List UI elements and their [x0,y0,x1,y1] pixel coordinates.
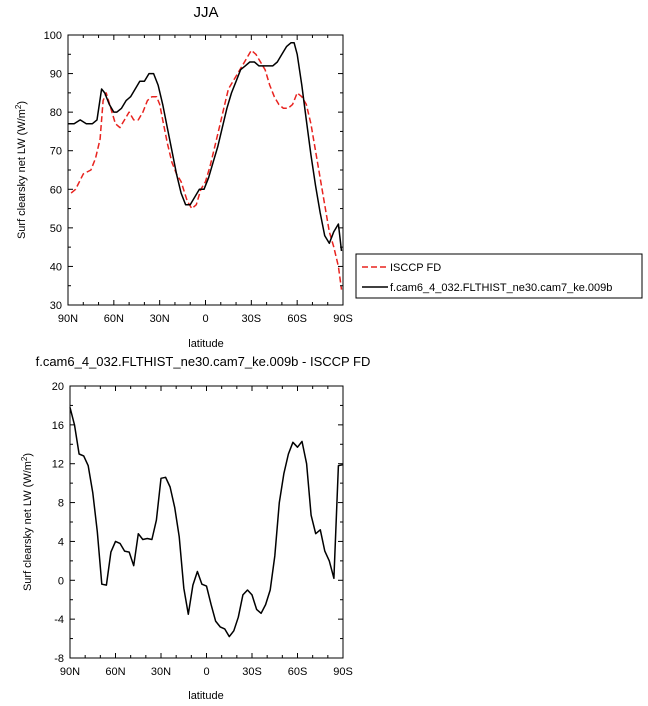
chart-bottom-series-line-0 [69,407,344,638]
chart-bottom-xtick-label: 60S [288,666,308,678]
chart-top-xtick-label: 60S [287,313,307,325]
chart-bottom-ylabel: Surf clearsky net LW (W/m2) [20,453,34,591]
legend-label-model: f.cam6_4_032.FLTHIST_ne30.cam7_ke.009b [390,282,612,294]
chart-top-legend-box [355,253,643,299]
chart-top-ylabel: Surf clearsky net LW (W/m2) [14,101,28,239]
chart-top-xtick-label: 30N [150,313,170,325]
chart-bottom-ytick-label: 12 [52,459,64,471]
chart-top-series-line-0 [70,49,343,290]
chart-top-title: JJA [193,4,218,21]
chart-top-plot-frame [67,34,344,306]
chart-top-xtick-label: 60N [104,313,124,325]
chart-bottom-ylabel-close: ) [22,453,34,457]
chart-top-ytick-label: 30 [50,300,62,312]
chart-bottom: f.cam6_4_032.FLTHIST_ne30.cam7_ke.009b -… [20,354,370,702]
chart-top-ylabel-close: ) [16,101,28,105]
chart-bottom-xtick-label: 0 [203,666,209,678]
chart-top-ytick-label: 80 [50,107,62,119]
chart-top-ytick-label: 90 [50,69,62,81]
chart-bottom-xtick-label: 60N [105,666,125,678]
chart-bottom-title: f.cam6_4_032.FLTHIST_ne30.cam7_ke.009b -… [36,354,371,369]
chart-bottom-xtick-label: 90N [60,666,80,678]
chart-top-ytick-label: 60 [50,184,62,196]
chart-top-ytick-label: 40 [50,261,62,273]
chart-top-series-line-1 [68,41,343,252]
chart-bottom-xtick-label: 30S [242,666,262,678]
chart-bottom-plot-frame [69,385,344,659]
chart-bottom-ylabel-main: Surf clearsky net LW (W/m [22,461,34,591]
chart-top-xtick-label: 0 [202,313,208,325]
chart-top-xlabel: latitude [188,338,223,350]
chart-top-xtick-label: 90N [58,313,78,325]
chart-bottom-ylabel-sup: 2 [20,456,29,461]
legend-label-isccp: ISCCP FD [390,262,441,274]
chart-top: JJA 90N 60N 30N 0 30S 60S 90S 30 40 50 60 70 80 90 100… [14,4,643,350]
chart-bottom-ytick-label: 8 [58,498,64,510]
chart-bottom-xlabel: latitude [188,690,223,702]
chart-bottom-ytick-label: 16 [52,420,64,432]
chart-bottom-ytick-label: -4 [54,614,64,626]
chart-bottom-xtick-label: 30N [151,666,171,678]
chart-top-ytick-label: 70 [50,146,62,158]
chart-top-ylabel-sup: 2 [14,104,23,109]
chart-top-xtick-label: 30S [242,313,262,325]
chart-bottom-xtick-label: 90S [333,666,353,678]
chart-bottom-ytick-label: 4 [58,536,64,548]
chart-bottom-ytick-label: 0 [58,575,64,587]
chart-top-ylabel-main: Surf clearsky net LW (W/m [16,109,28,239]
chart-top-ytick-label: 100 [44,30,62,42]
chart-top-ytick-label: 50 [50,223,62,235]
chart-bottom-ytick-label: -8 [54,653,64,665]
chart-top-legend: ISCCP FD f.cam6_4_032.FLTHIST_ne30.cam7_… [355,253,643,299]
chart-bottom-ytick-label: 20 [52,381,64,393]
chart-top-xtick-label: 90S [333,313,353,325]
